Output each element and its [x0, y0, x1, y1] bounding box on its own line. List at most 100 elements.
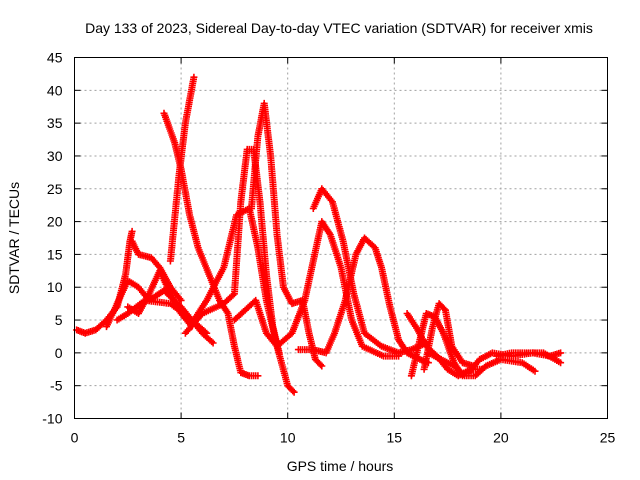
axis-ticks: 0 5 10 15 20 25 -10 -5 0 5 10 15 20 25 30 35 40 45 [42, 50, 615, 446]
data-point [177, 174, 181, 177]
data-point [196, 246, 200, 250]
series-track-11 [230, 218, 403, 360]
series-track-17 [424, 349, 539, 380]
x-tick-label: 0 [71, 430, 79, 446]
data-point [499, 358, 503, 361]
data-point [290, 331, 294, 335]
data-point [137, 253, 140, 256]
data-point [275, 345, 279, 348]
data-point [192, 75, 196, 79]
series-markers [124, 267, 196, 331]
x-tick-label: 15 [387, 430, 403, 446]
y-tick-label: -5 [50, 378, 63, 394]
data-point [425, 312, 428, 315]
data-point [250, 207, 253, 210]
data-point [265, 272, 268, 276]
data-point [147, 292, 151, 295]
data-point [188, 213, 191, 217]
data-point [388, 305, 392, 309]
data-point [457, 374, 460, 378]
data-point [201, 312, 204, 315]
data-point [94, 328, 98, 332]
data-point [307, 331, 311, 335]
data-point [126, 279, 129, 282]
data-point [442, 331, 445, 335]
data-point [239, 371, 242, 374]
data-point [405, 312, 409, 315]
data-point [533, 370, 537, 373]
y-tick-label: 5 [55, 312, 63, 328]
series-track-5 [124, 267, 196, 331]
x-tick-label: 20 [493, 430, 509, 446]
y-tick-label: 25 [47, 181, 63, 197]
data-point [431, 325, 434, 328]
data-point [521, 361, 524, 364]
data-point [510, 351, 513, 355]
data-point [269, 154, 272, 158]
data-point [410, 374, 413, 378]
data-point [446, 368, 449, 371]
data-point [233, 318, 236, 322]
data-point [126, 312, 129, 315]
data-point [205, 331, 208, 335]
data-point [169, 292, 172, 295]
data-point [542, 351, 545, 355]
data-point [312, 259, 315, 263]
data-point [233, 345, 236, 348]
data-point [474, 374, 477, 378]
data-point [363, 331, 366, 335]
series-track-12 [309, 185, 430, 357]
data-point [218, 299, 221, 302]
data-series [73, 73, 565, 396]
data-point [312, 348, 315, 351]
data-point [344, 299, 347, 302]
data-point [463, 374, 466, 378]
data-point [410, 348, 413, 351]
data-point [256, 374, 260, 378]
data-point [350, 318, 353, 322]
data-point [331, 200, 334, 204]
data-point [233, 292, 236, 295]
plot-frame [74, 57, 608, 419]
data-point [452, 364, 456, 368]
data-point [290, 302, 294, 305]
data-point [130, 240, 134, 243]
y-tick-label: 35 [47, 115, 63, 131]
data-point [222, 266, 225, 269]
data-point [320, 187, 324, 190]
data-point [397, 351, 400, 355]
data-point [484, 364, 488, 368]
y-tick-label: 0 [55, 345, 63, 361]
data-point [256, 246, 260, 250]
data-point [341, 240, 345, 243]
data-point [248, 374, 251, 378]
data-point [162, 289, 166, 292]
series-markers [188, 205, 298, 396]
data-point [491, 351, 494, 355]
data-point [256, 135, 260, 138]
y-tick-label: -10 [42, 411, 62, 427]
data-point [363, 236, 366, 240]
data-point [137, 312, 140, 315]
data-point [162, 112, 166, 115]
data-point [361, 345, 364, 348]
data-point [222, 302, 225, 305]
data-point [354, 253, 358, 256]
data-point [382, 354, 385, 358]
data-point [169, 259, 172, 263]
series-track-19 [493, 349, 565, 367]
data-point [277, 351, 281, 355]
data-point [263, 102, 266, 105]
data-point [205, 299, 208, 302]
data-point [254, 299, 257, 302]
data-point [303, 299, 306, 302]
data-point [333, 331, 336, 335]
data-point [115, 318, 119, 322]
data-point [559, 361, 562, 364]
grid [74, 57, 608, 419]
data-point [158, 269, 161, 273]
data-point [495, 354, 498, 358]
data-point [226, 312, 230, 315]
